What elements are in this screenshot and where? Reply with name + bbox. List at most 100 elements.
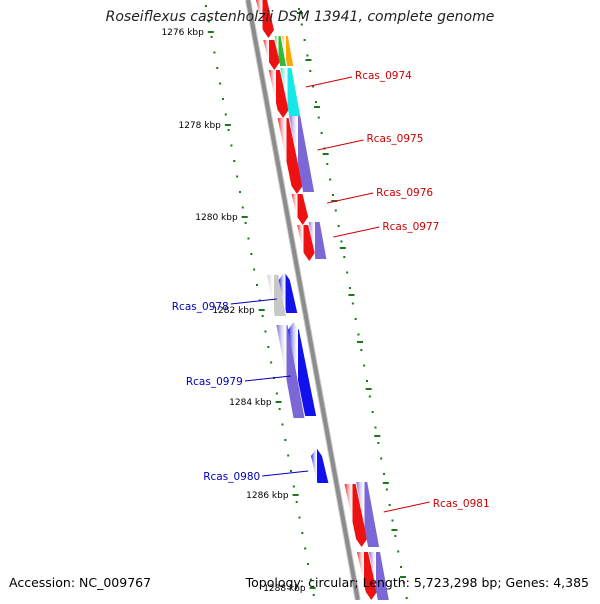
- inner-track-dot: [307, 563, 310, 565]
- outer-track-dot: [363, 364, 366, 367]
- outer-track-dash: [314, 106, 321, 108]
- inner-track-dot: [241, 206, 244, 209]
- inner-track-dot: [207, 20, 210, 23]
- scale-tick-label: 1278 kbp: [178, 121, 221, 131]
- gene-feature[interactable]: [256, 0, 274, 38]
- inner-track-dot: [221, 98, 224, 100]
- outer-track-dash: [374, 435, 381, 437]
- genome-backbone: [245, 0, 361, 601]
- gene-feature[interactable]: [277, 118, 303, 194]
- inner-track-dot: [233, 160, 236, 162]
- outer-track-dot: [371, 411, 374, 413]
- outer-track-dot: [300, 23, 303, 26]
- scale-tick-mark: [207, 31, 214, 33]
- inner-track-dot: [213, 51, 216, 54]
- outer-track-dot: [309, 70, 312, 72]
- gene-feature[interactable]: [291, 194, 309, 225]
- outer-track-dot: [385, 488, 388, 491]
- inner-track-dot: [292, 485, 295, 488]
- inner-track-dot: [236, 175, 239, 178]
- scale-tick-label: 1282 kbp: [212, 306, 255, 316]
- gene-feature[interactable]: [297, 225, 315, 261]
- scale-tick-mark: [258, 309, 265, 311]
- gene-feature[interactable]: [267, 275, 286, 316]
- outer-track-dot: [331, 194, 334, 196]
- gene-feature[interactable]: [308, 222, 327, 259]
- inner-track-dot: [250, 253, 253, 255]
- scale-tick-mark: [292, 494, 299, 496]
- inner-track-dot: [301, 532, 304, 534]
- inner-track-dot: [281, 423, 284, 426]
- inner-track-dot: [298, 516, 301, 519]
- map-title: Roseiflexus castenholzii DSM 13941, comp…: [105, 9, 495, 25]
- inner-track-dot: [278, 408, 281, 410]
- outer-track-dot: [354, 318, 357, 320]
- gene-feature[interactable]: [274, 36, 287, 66]
- accession-text: Accession: NC_009767: [9, 575, 152, 590]
- outer-track-dot: [368, 395, 371, 398]
- genome-summary-text: Topology: circular; Length: 5,723,298 bp…: [245, 575, 589, 590]
- inner-track-dot: [275, 392, 278, 395]
- gene-feature[interactable]: [310, 448, 329, 483]
- outer-track-dot: [402, 581, 405, 584]
- outer-track-dot: [365, 380, 368, 382]
- outer-track-dot: [346, 271, 349, 274]
- outer-track-dash: [348, 294, 355, 296]
- scale-tick-mark: [309, 587, 316, 589]
- inner-track-dot: [230, 144, 233, 147]
- inner-track-dot: [210, 36, 213, 38]
- gene-feature[interactable]: [278, 272, 298, 313]
- outer-track-dot: [383, 473, 386, 475]
- inner-track-dot: [295, 501, 298, 503]
- gene-label-rcas_0980[interactable]: Rcas_0980: [203, 471, 260, 483]
- backbone-line: [246, 0, 360, 601]
- gene-label-leader: [244, 375, 291, 382]
- outer-track-dot: [312, 85, 315, 88]
- gene-feature[interactable]: [357, 552, 377, 600]
- gene-feature[interactable]: [289, 116, 315, 192]
- gene-label-rcas_0975[interactable]: Rcas_0975: [366, 133, 423, 145]
- outer-track-dot: [306, 54, 309, 57]
- inner-track-dot: [287, 454, 290, 457]
- outer-track-dash: [305, 59, 312, 61]
- gene-label-rcas_0977[interactable]: Rcas_0977: [382, 221, 439, 233]
- gene-label-leader: [333, 226, 380, 238]
- gene-features: [256, 0, 389, 600]
- inner-track-dot: [284, 439, 287, 441]
- gene-label-rcas_0978[interactable]: Rcas_0978: [172, 301, 229, 313]
- gene-feature[interactable]: [263, 40, 280, 70]
- outer-track-dot: [348, 287, 351, 289]
- gene-feature[interactable]: [276, 325, 305, 418]
- outer-track-dash: [391, 529, 398, 531]
- outer-track-dash: [365, 388, 372, 390]
- gene-feature[interactable]: [369, 552, 389, 600]
- gene-labels: Rcas_0974 Rcas_0975 Rcas_0976 Rcas_0977 Rcas…: [172, 70, 490, 513]
- inner-tick-track: [204, 5, 315, 596]
- inner-track-dot: [219, 82, 222, 85]
- inner-track-dot: [253, 268, 256, 271]
- outer-track-dot: [334, 209, 337, 212]
- gene-label-leader: [230, 298, 277, 305]
- gene-label-rcas_0974[interactable]: Rcas_0974: [355, 70, 412, 82]
- outer-track-dot: [351, 302, 354, 305]
- gene-feature[interactable]: [268, 70, 289, 118]
- outer-track-dot: [380, 457, 383, 460]
- gene-label-rcas_0979[interactable]: Rcas_0979: [186, 376, 243, 388]
- outer-track-dot: [343, 256, 346, 258]
- gene-feature[interactable]: [281, 36, 294, 66]
- gene-label-rcas_0981[interactable]: Rcas_0981: [433, 498, 490, 510]
- gene-feature[interactable]: [287, 322, 317, 416]
- gene-feature[interactable]: [344, 484, 368, 547]
- scale-tick-label: 1280 kbp: [195, 213, 238, 223]
- gene-label-rcas_0976[interactable]: Rcas_0976: [376, 187, 433, 199]
- gene-feature[interactable]: [356, 482, 380, 547]
- outer-track-dash: [339, 247, 346, 249]
- outer-track-dot: [303, 39, 306, 41]
- inner-track-dot: [216, 67, 219, 69]
- outer-track-dot: [391, 519, 394, 522]
- outer-track-dash: [400, 576, 407, 578]
- inner-track-dot: [247, 237, 250, 240]
- gene-feature[interactable]: [280, 68, 301, 116]
- inner-track-dot: [238, 191, 241, 193]
